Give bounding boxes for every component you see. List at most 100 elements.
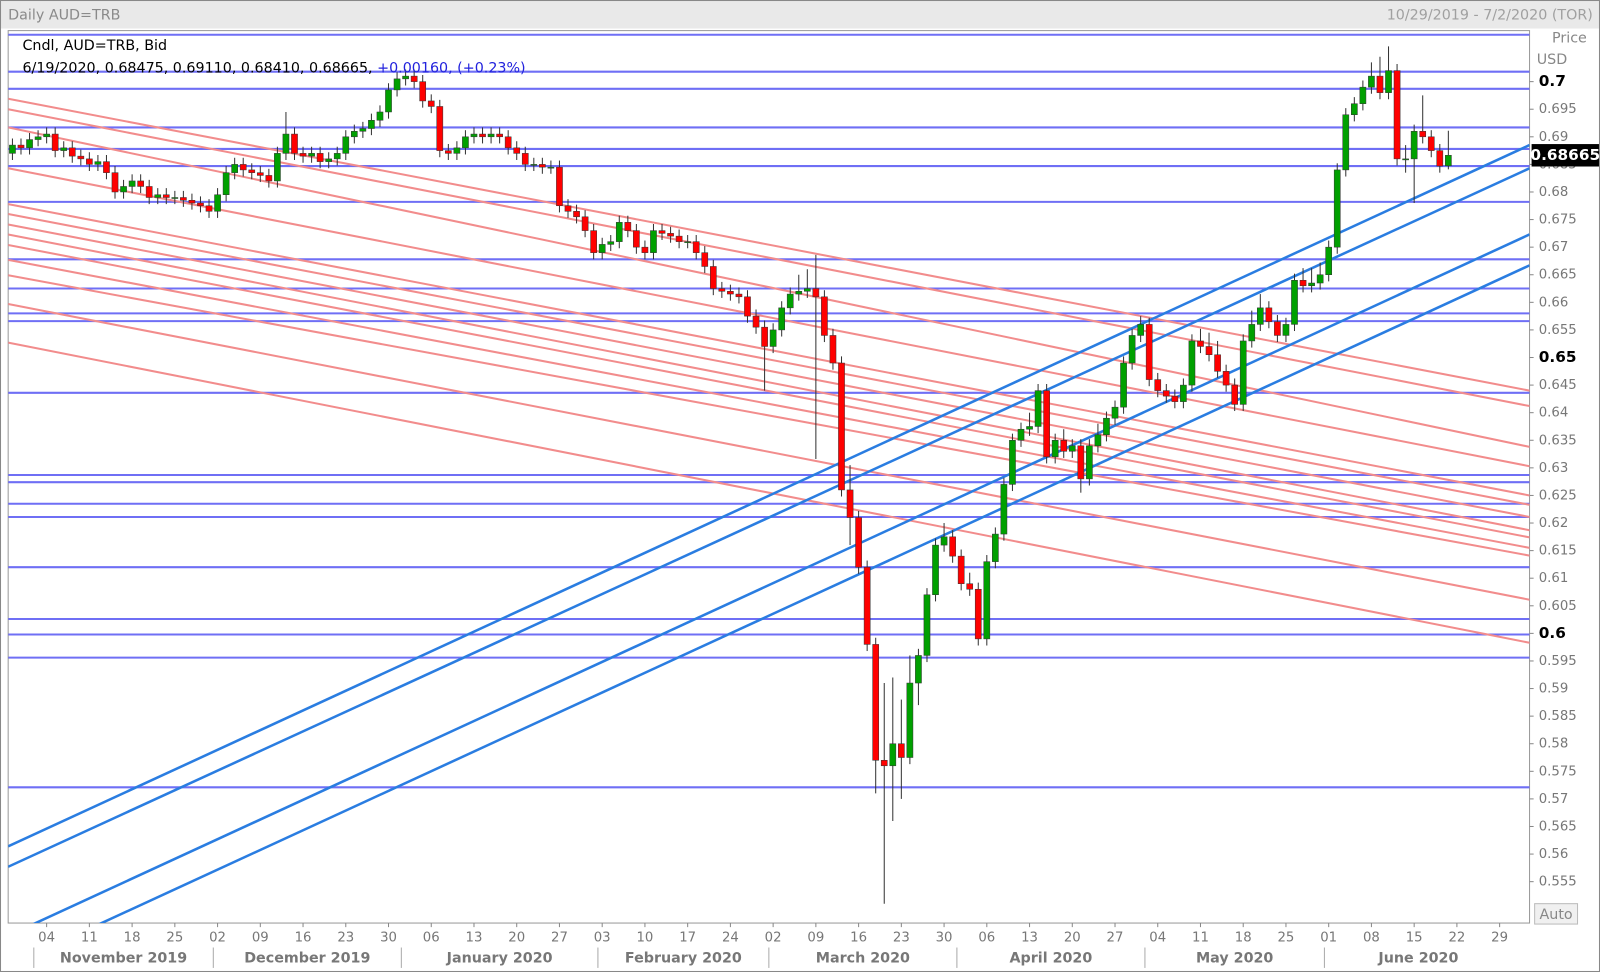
candle-body (727, 291, 734, 295)
candle-body (829, 335, 837, 364)
month-label: February 2020 (625, 951, 742, 967)
candle-body (641, 246, 649, 253)
red-trendline (8, 233, 1530, 532)
scale-mode[interactable]: Auto (1540, 907, 1573, 923)
candle-body (1359, 86, 1367, 104)
candle-body (436, 106, 444, 151)
candle-body (376, 111, 384, 121)
candle-body (915, 655, 922, 684)
red-trendline (8, 274, 1530, 557)
blue-trendline (32, 233, 1530, 924)
candle-body (180, 197, 187, 201)
month-label: January 2020 (446, 951, 553, 967)
candle-body (214, 194, 221, 212)
x-tick-label: 13 (1021, 930, 1038, 945)
candle-body (812, 288, 820, 298)
last-price-label: 0.68665 (1530, 146, 1600, 164)
month-label: June 2020 (1377, 951, 1458, 967)
candle-body (1419, 131, 1427, 138)
x-tick-label: 13 (466, 930, 483, 945)
scale-button[interactable] (1534, 903, 1579, 925)
candle-body (1171, 395, 1179, 402)
candle-body (564, 205, 572, 212)
x-tick-label: 29 (1491, 930, 1508, 945)
candle-body (992, 533, 999, 562)
candle-body (1299, 280, 1307, 287)
red-trendline (8, 213, 1530, 506)
x-tick-label: 15 (1406, 930, 1423, 945)
candle-body (1393, 70, 1401, 160)
candle-body (342, 136, 350, 154)
x-tick-label: 08 (1363, 930, 1380, 945)
y-tick-label: 0.605 (1539, 599, 1577, 614)
candle-body (77, 155, 85, 160)
candle-body (128, 180, 136, 187)
x-tick-label: 30 (936, 930, 953, 945)
red-trendline (8, 302, 1530, 601)
candle-body (1111, 406, 1119, 419)
candle-body (316, 153, 324, 162)
candle-body (633, 230, 640, 248)
candle-body (1402, 158, 1409, 161)
candle-body (804, 288, 811, 292)
y-tick-label: 0.565 (1539, 819, 1577, 834)
x-tick-label: 10 (636, 930, 653, 945)
x-tick-label: 16 (295, 930, 312, 945)
candle-body (60, 147, 68, 151)
candle-body (573, 211, 580, 218)
blue-trendline (98, 264, 1530, 924)
candle-body (1376, 75, 1384, 93)
candle-body (419, 81, 427, 102)
candle-body (624, 222, 632, 231)
candle-body (983, 561, 991, 640)
candle-body (795, 291, 803, 295)
candle-body (650, 230, 657, 253)
x-tick-label: 25 (166, 930, 183, 945)
candle-body (17, 144, 25, 149)
candle-body (26, 139, 33, 149)
candle-body (1308, 282, 1315, 287)
candle-body (231, 164, 238, 173)
candle-body (393, 78, 401, 91)
x-tick-label: 20 (1064, 930, 1081, 945)
candle-body (974, 588, 982, 640)
candle-body (205, 205, 213, 212)
candle-body (462, 136, 469, 149)
plot-frame (7, 30, 1531, 924)
y-tick-label: 0.61 (1539, 571, 1569, 586)
candle-body (453, 147, 461, 154)
candle-body (171, 197, 179, 199)
candle-body (684, 241, 691, 243)
candle-body (351, 131, 358, 138)
y-tick-label: 0.56 (1539, 847, 1569, 862)
x-tick-label: 18 (1235, 930, 1252, 945)
x-tick-label: 04 (38, 930, 55, 945)
candle-body (1188, 340, 1196, 386)
candle-body (427, 100, 435, 107)
y-tick-label: 0.655 (1539, 323, 1577, 338)
candle-body (368, 120, 375, 129)
candle-body (1436, 150, 1444, 167)
x-tick-label: 30 (380, 930, 397, 945)
y-tick-label: 0.595 (1539, 654, 1577, 669)
candle-body (1231, 384, 1238, 405)
red-trendline (8, 243, 1530, 539)
candle-body (701, 252, 709, 267)
candle-body (1325, 246, 1333, 275)
plot-area (8, 33, 1530, 924)
candle-body (846, 489, 854, 518)
chart-title: Daily AUD=TRB (8, 7, 120, 23)
candle-body (410, 75, 418, 82)
y-tick-label: 0.58 (1539, 737, 1569, 752)
x-tick-label: 02 (209, 930, 226, 945)
last-price-box (1531, 144, 1599, 167)
candle-body (282, 133, 290, 154)
candle-body (222, 172, 230, 195)
candle-body (1094, 434, 1102, 447)
x-tick-label: 25 (1278, 930, 1295, 945)
candle-body (752, 315, 760, 328)
month-label: December 2019 (244, 951, 370, 967)
x-tick-label: 01 (1320, 930, 1337, 945)
candle-body (598, 244, 606, 253)
